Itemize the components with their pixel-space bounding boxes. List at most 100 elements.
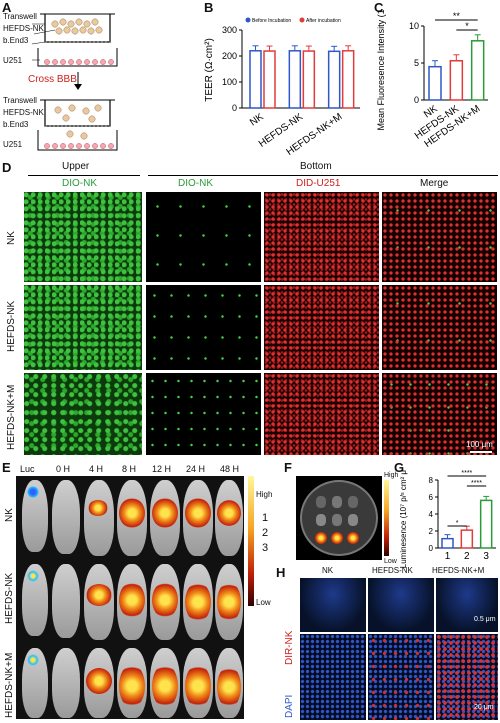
- panel-d-row-nk: NK: [6, 231, 17, 245]
- organ-1: [316, 496, 326, 508]
- chart-g-xlabel-0: 1: [445, 551, 451, 562]
- panel-d-scale-bar-label: 100 μm: [466, 440, 493, 449]
- panel-h-col-nk: NK: [322, 566, 334, 575]
- chart-b-ytick-label-2: 200: [222, 51, 237, 61]
- signal-hefdsm-48h: [217, 666, 241, 708]
- chart-b-legend-dot-0: [245, 17, 251, 23]
- chart-b-legend-1: After incubation: [306, 18, 341, 24]
- micrograph-upper-nk: [24, 192, 142, 282]
- chart-b-bar-0-0: [249, 50, 262, 109]
- chart-b-ylabel: TEER (Ω·cm²): [204, 38, 215, 102]
- panel-d-bottom-header: Bottom: [300, 161, 332, 172]
- brain-zoom-hefds: [368, 634, 434, 720]
- panel-e-colorbar: [248, 476, 254, 606]
- organ-8: [331, 532, 343, 544]
- micrograph-did-hefdsm: [264, 373, 379, 455]
- panel-d-header-line-2: [148, 175, 498, 176]
- chart-b-ytick-label-1: 100: [222, 77, 237, 87]
- chart-b-bar-1-1: [302, 50, 316, 109]
- signal-hefds-8h: [119, 582, 145, 618]
- panel-h-side-dir: DIR-NK: [284, 630, 295, 665]
- micrograph-did-hefds: [264, 285, 379, 370]
- chart-c-bar-2: [470, 40, 485, 101]
- panel-a-label-u251-2: U251: [3, 140, 23, 149]
- micrograph-upper-hefds: [24, 285, 142, 370]
- panel-h-col-hefds: HEFDS-NK: [372, 566, 413, 575]
- brain-overview-nk: [300, 578, 366, 632]
- micrograph-merge-nk: [382, 192, 497, 282]
- panel-a-label-bend3-2: b.End3: [3, 120, 29, 129]
- chart-b-legend-0: Before Incubation: [252, 18, 291, 24]
- signal-hefdsm-8h: [119, 664, 145, 708]
- panel-e-colorbar-low: Low: [256, 598, 271, 607]
- panel-e-row-nk: NK: [4, 508, 15, 522]
- panel-e-colorbar-high: High: [256, 490, 273, 499]
- panel-h-letter: H: [276, 565, 286, 580]
- chart-b-ytick-label-0: 0: [232, 103, 237, 113]
- organ-3: [348, 496, 358, 508]
- micrograph-merge-hefds: [382, 285, 497, 370]
- chart-g-xlabel-1: 2: [464, 551, 470, 562]
- chart-c-bar-1: [449, 60, 464, 101]
- panel-h-scale1: 0.5 μm: [474, 616, 496, 623]
- organ-2: [332, 496, 342, 508]
- panel-h-side-dapi: DAPI: [284, 694, 295, 718]
- signal-hefdsm-luc: [27, 654, 39, 666]
- panel-d-col-did: DID-U251: [296, 178, 341, 189]
- organ-7: [315, 532, 327, 544]
- chart-g-bar-2: [479, 499, 493, 549]
- mouse-hefds-0h: [52, 564, 80, 638]
- panel-a-label-hefds-1: HEFDS-NK: [3, 24, 44, 33]
- panel-e-time-12h: 12 H: [152, 464, 172, 474]
- panel-f-colorbar: [384, 480, 389, 556]
- micrograph-did-nk: [264, 192, 379, 282]
- panel-e-letter: E: [2, 460, 11, 475]
- organ-5: [332, 514, 342, 526]
- panel-a-schematic: [31, 13, 118, 151]
- chart-b-bar-1-0: [288, 50, 302, 109]
- signal-nk-luc: [27, 486, 39, 498]
- panel-d-upper-header: Upper: [62, 161, 90, 172]
- signal-hefdsm-4h: [86, 668, 112, 694]
- panel-d-row-hefds: HEFDS-NK: [6, 300, 17, 352]
- panel-a-label-bend3-1: b.End3: [3, 36, 29, 45]
- panel-e-time-0h: 0 H: [56, 464, 71, 474]
- chart-g-ytick-label-3: 6: [429, 493, 434, 502]
- signal-hefds-24h: [185, 582, 211, 622]
- panel-e-marker-2: 2: [262, 527, 269, 539]
- organ-6: [348, 514, 358, 526]
- panel-d-col-dio-bottom: DIO-NK: [178, 178, 213, 189]
- panel-e-row-hefds: HEFDS-NK: [4, 572, 15, 624]
- panel-g-letter: G: [394, 460, 405, 475]
- chart-c-sig-0: **: [453, 11, 461, 21]
- signal-nk-4h: [88, 500, 108, 516]
- panel-e-time-luc: Luc: [20, 464, 35, 474]
- chart-g-ytick-label-0: 0: [429, 544, 434, 553]
- brain-overview-hefds: [368, 578, 434, 632]
- micrograph-upper-hefdsm: [24, 373, 142, 455]
- brain-zoom-hefdsm: [436, 634, 498, 720]
- chart-g-sig-0: ****: [461, 470, 472, 477]
- panel-a-label-hefds-2: HEFDS-NK: [3, 108, 44, 117]
- chart-g-bar-0: [441, 537, 454, 549]
- panel-d-col-merge: Merge: [420, 178, 449, 189]
- panel-d-letter: D: [2, 160, 12, 175]
- chart-g-ylabel: Luminesence (10⁷ p/ˢ cm² μW): [399, 470, 408, 568]
- micrograph-bottom-dio-nk: [146, 192, 261, 282]
- panel-d-col-dio-upper: DIO-NK: [62, 178, 97, 189]
- chart-b-xlabel-0: NK: [248, 111, 266, 128]
- chart-c-ytick-label-0: 0: [414, 95, 419, 105]
- brain-overview-hefdsm: [436, 578, 498, 632]
- chart-g-xlabel-2: 3: [483, 551, 489, 562]
- organ-9: [347, 532, 359, 544]
- signal-nk-24h: [185, 498, 211, 528]
- chart-c-ytick-label-1: 5: [414, 58, 419, 68]
- chart-c-sig-1: *: [465, 21, 469, 31]
- panel-e-time-24h: 24 H: [186, 464, 206, 474]
- mouse-hefdsm-0h: [52, 648, 80, 718]
- signal-hefdsm-24h: [185, 664, 211, 708]
- panel-a-label-u251-1: U251: [3, 56, 23, 65]
- panel-e-time-4h: 4 H: [89, 464, 104, 474]
